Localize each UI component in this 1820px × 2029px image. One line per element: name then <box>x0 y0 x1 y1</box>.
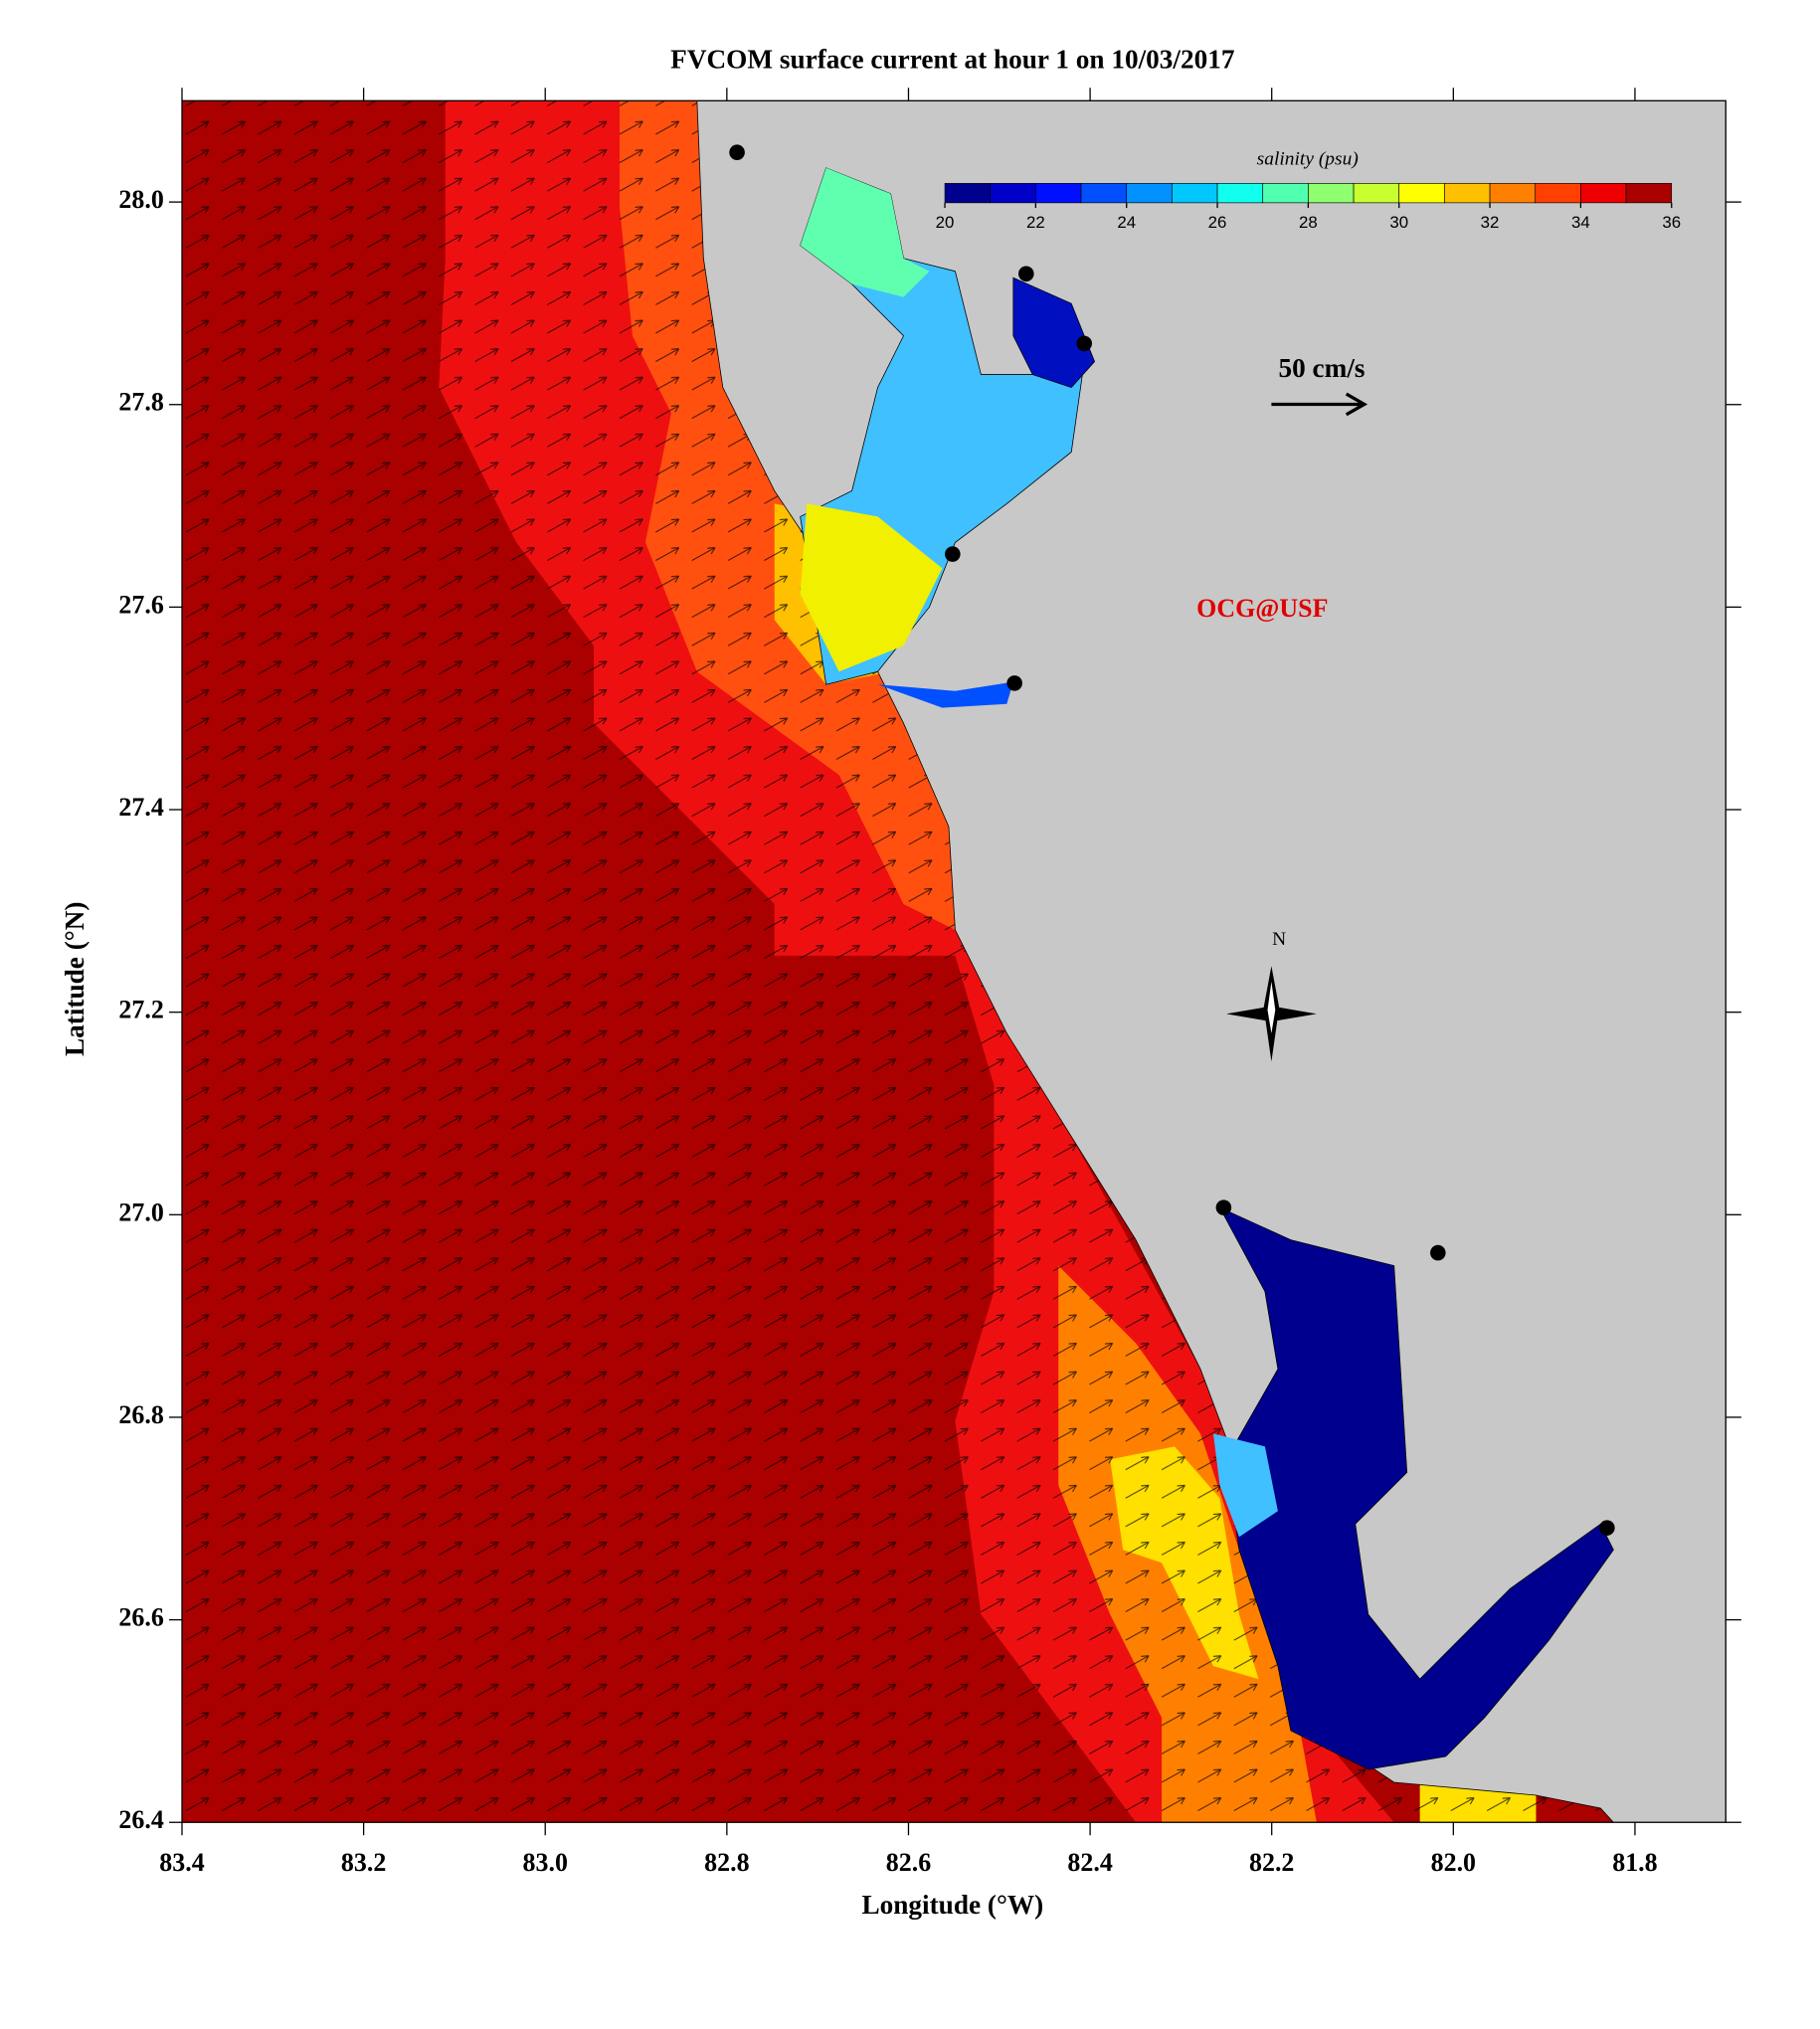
colorbar-swatch <box>1262 183 1309 204</box>
y-tick-label: 27.8 <box>118 388 163 417</box>
x-tick-label: 82.4 <box>1067 1848 1112 1877</box>
colorbar-tick-label: 20 <box>936 213 955 232</box>
scale-label: 50 cm/s <box>1279 353 1365 383</box>
colorbar-swatch <box>1308 183 1355 204</box>
colorbar-tick-label: 32 <box>1481 213 1500 232</box>
x-tick-label: 82.6 <box>886 1848 931 1877</box>
y-tick-label: 28.0 <box>118 185 163 214</box>
compass-rose <box>1225 966 1317 1062</box>
station <box>1430 1244 1446 1261</box>
station <box>1018 266 1034 282</box>
colorbar-swatch <box>1398 183 1445 204</box>
colorbar: 20 22 24 26 28 30 32 34 36 <box>936 183 1681 232</box>
colorbar-swatch <box>990 183 1036 204</box>
x-tick-label: 81.8 <box>1612 1848 1657 1877</box>
title: FVCOM surface current at hour 1 on 10/03… <box>670 45 1234 75</box>
colorbar-tick-label: 28 <box>1299 213 1318 232</box>
hillsborough-bay <box>1012 277 1096 389</box>
y-tick-label: 27.4 <box>118 793 163 822</box>
station <box>1076 335 1092 352</box>
station <box>729 144 745 161</box>
tampa-bay-south <box>800 503 943 672</box>
manatee-river <box>877 681 1013 708</box>
y-tick-label: 26.8 <box>118 1400 163 1429</box>
x-tick-label: 82.8 <box>704 1848 749 1877</box>
y-tick-label: 26.6 <box>118 1603 163 1632</box>
colorbar-swatch <box>1353 183 1400 204</box>
colorbar-swatch <box>1580 183 1627 204</box>
charlotte-harbor-mouth <box>1213 1433 1278 1538</box>
colorbar-swatch <box>1172 183 1218 204</box>
colorbar-tick-label: 34 <box>1571 213 1590 232</box>
station <box>945 546 961 562</box>
map-area <box>182 100 1727 1823</box>
compass-label: N <box>1272 929 1286 950</box>
colorbar-swatch <box>1216 183 1264 204</box>
y-tick-label: 27.6 <box>118 590 163 619</box>
credit: OCG@USF <box>1196 594 1328 623</box>
x-tick-label: 83.2 <box>341 1848 386 1877</box>
station <box>1215 1199 1232 1215</box>
x-tick-label: 83.0 <box>523 1848 568 1877</box>
colorbar-tick-label: 26 <box>1208 213 1227 232</box>
colorbar-tick-label: 36 <box>1662 213 1681 232</box>
stations <box>729 144 1615 1536</box>
scale-arrow <box>1271 392 1368 417</box>
colorbar-swatch <box>1535 183 1581 204</box>
x-tick-label: 83.4 <box>159 1848 204 1877</box>
colorbar-tick-label: 30 <box>1389 213 1408 232</box>
y-tick-label: 26.4 <box>118 1805 163 1834</box>
station <box>1599 1520 1615 1536</box>
colorbar-swatch <box>1080 183 1128 204</box>
colorbar-swatch <box>1489 183 1537 204</box>
colorbar-tick-label: 24 <box>1117 213 1136 232</box>
colorbar-swatch <box>944 183 992 204</box>
x-tick-label: 82.2 <box>1249 1848 1294 1877</box>
station <box>1006 675 1022 691</box>
y-tick-label: 27.0 <box>118 1198 163 1226</box>
colorbar-swatch <box>1126 183 1173 204</box>
x-tick-label: 82.0 <box>1431 1848 1476 1877</box>
x-axis-label: Longitude (°W) <box>861 1890 1043 1920</box>
colorbar-swatch <box>1444 183 1491 204</box>
colorbar-swatch <box>1035 183 1082 204</box>
colorbar-label: salinity (psu) <box>1257 148 1359 169</box>
colorbar-tick-label: 22 <box>1026 213 1045 232</box>
colorbar-swatch <box>1625 183 1673 204</box>
frame <box>181 99 1727 1823</box>
y-tick-label: 27.2 <box>118 996 163 1024</box>
y-axis-label: Latitude (°N) <box>60 902 90 1057</box>
tampa-bay-north <box>800 167 930 297</box>
